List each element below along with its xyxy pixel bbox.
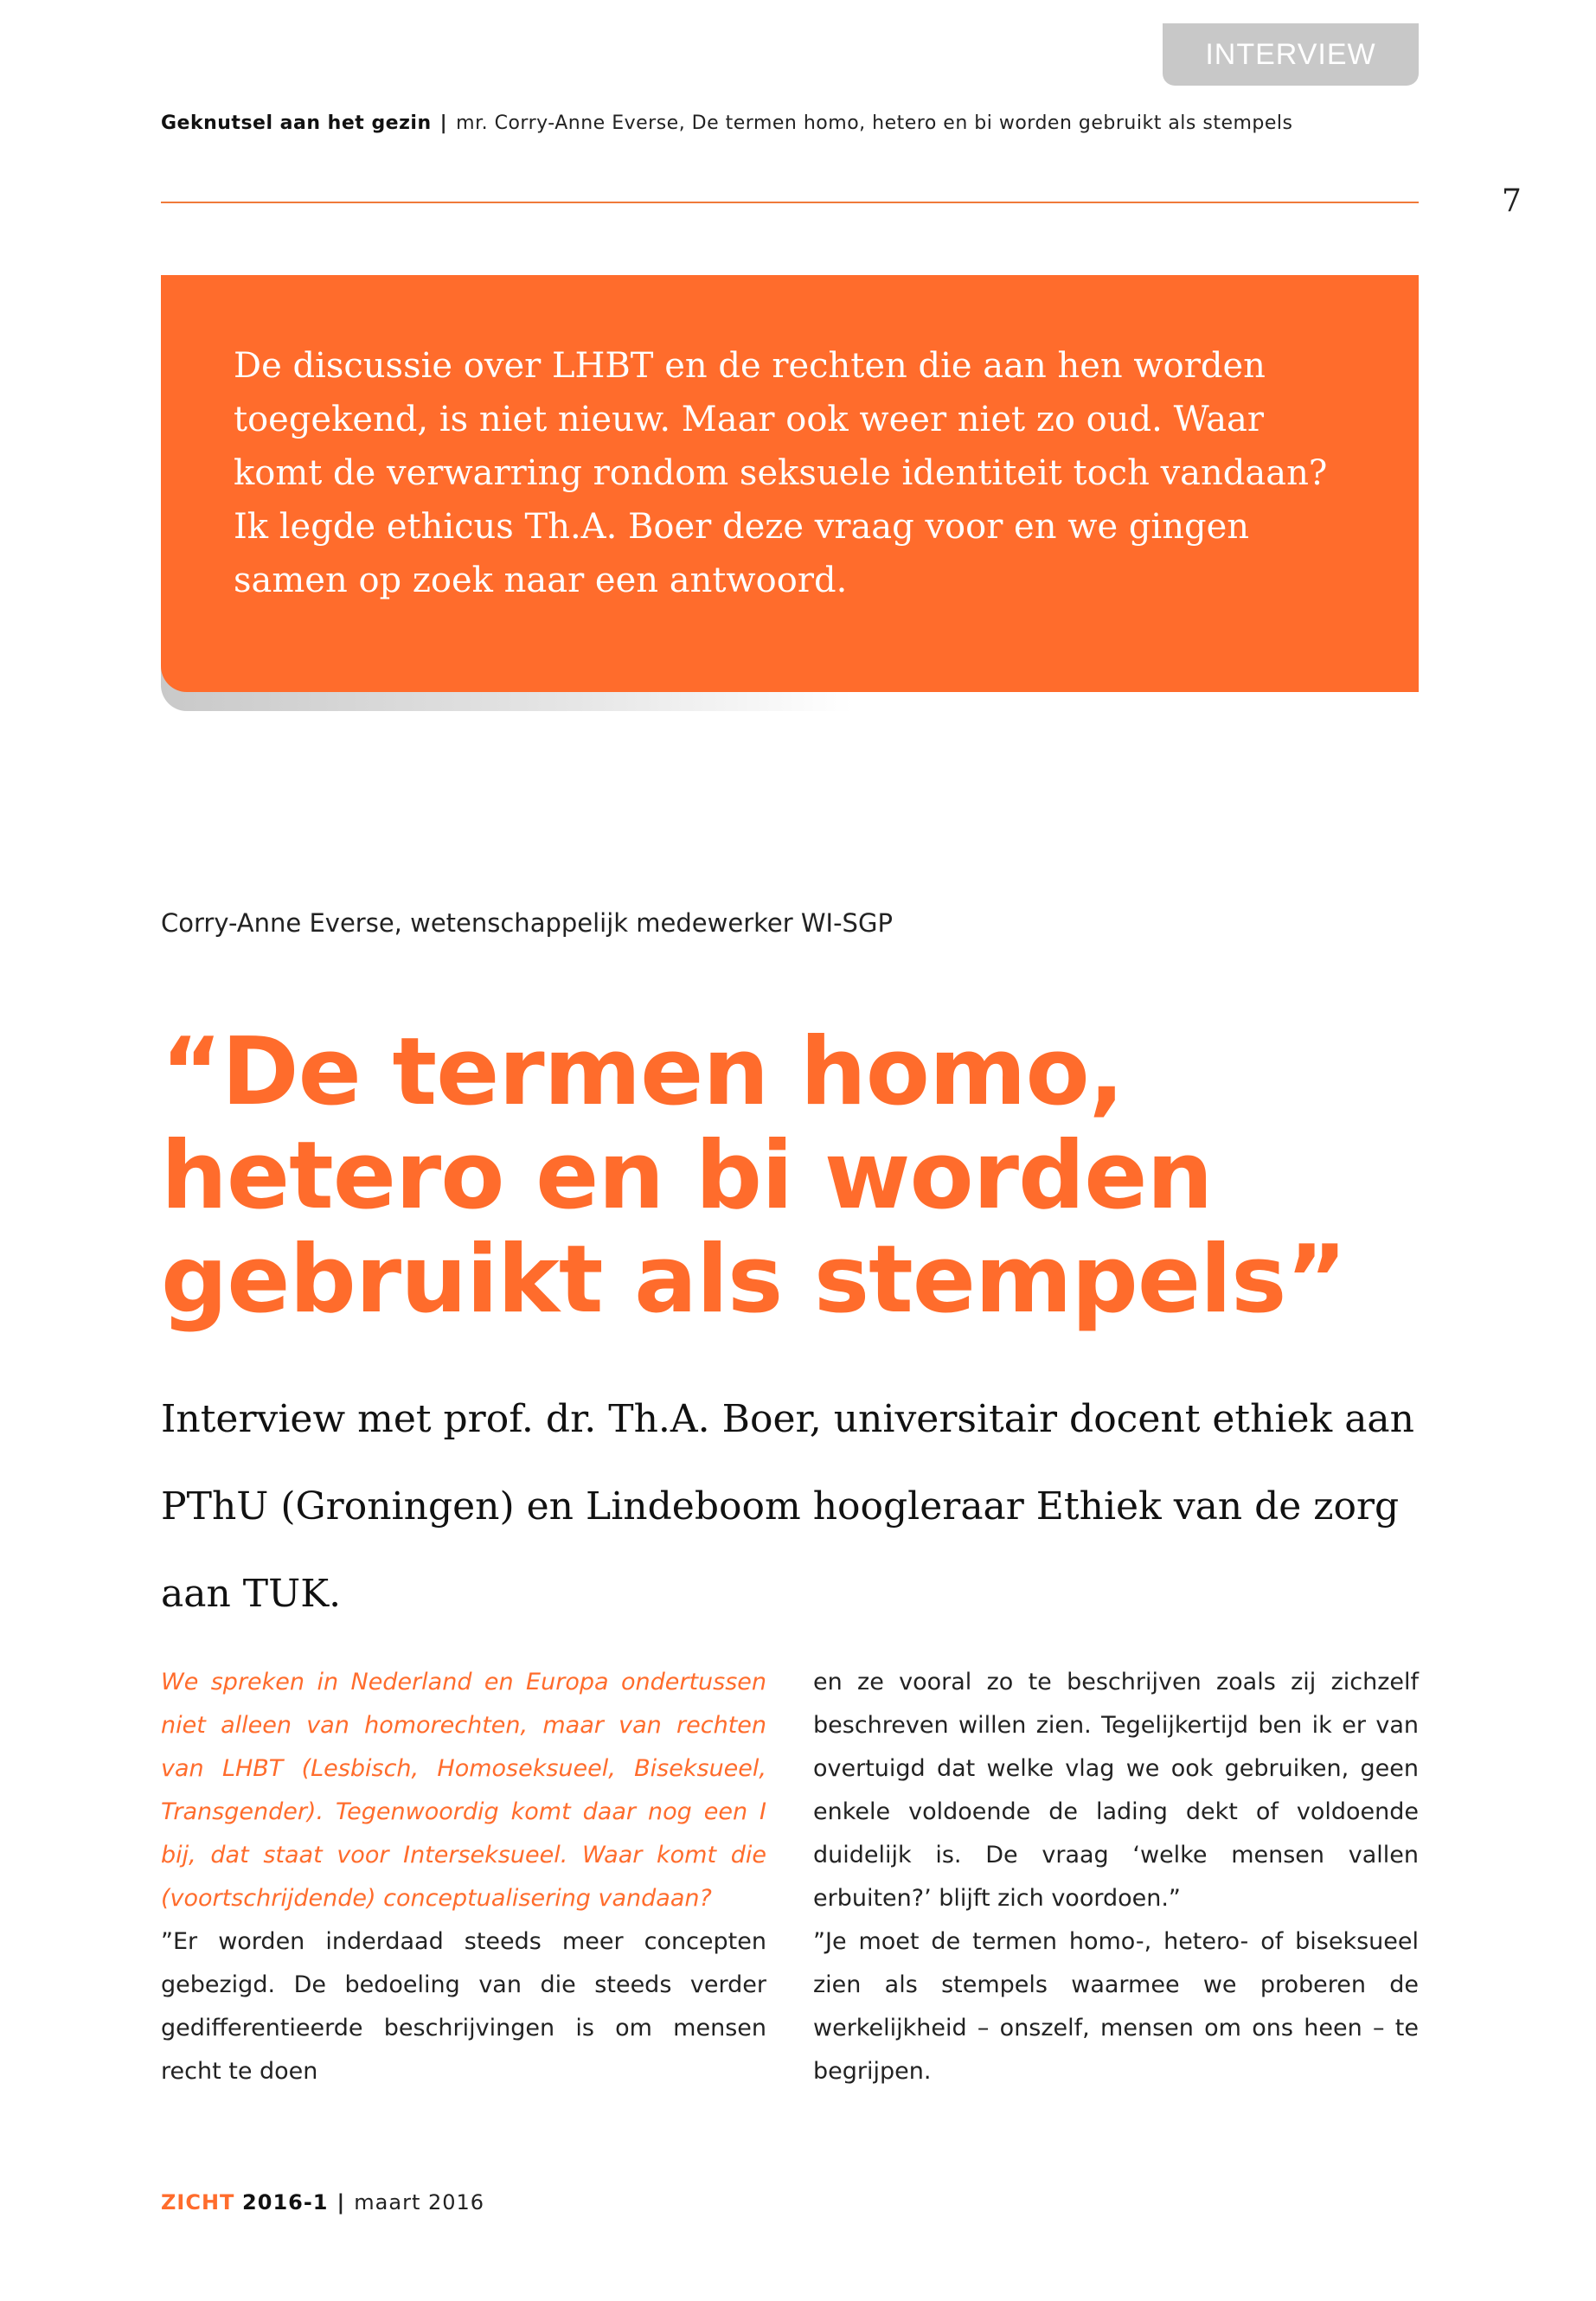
header-rule [161, 202, 1419, 203]
footer-issue: 2016-1 [242, 2190, 329, 2214]
article-subtitle: Interview met prof. dr. Th.A. Boer, univ… [161, 1397, 1414, 1616]
running-head-section: Geknutsel aan het gezin [161, 112, 432, 134]
footer-brand: ZICHT [161, 2190, 235, 2214]
intro-box: De discussie over LHBT en de rechten die… [161, 275, 1419, 692]
interview-answer: ”Je moet de termen homo-, hetero- of bis… [813, 1928, 1419, 2085]
article-title: “De termen homo, hetero en bi worden geb… [161, 1018, 1347, 1334]
running-head: Geknutsel aan het gezin | mr. Corry-Anne E… [161, 112, 1293, 134]
interview-answer-continued: en ze vooral zo te beschrijven zoals zij… [813, 1669, 1419, 1912]
byline: Corry-Anne Everse, wetenschappelijk mede… [161, 908, 893, 938]
running-head-article: mr. Corry-Anne Everse, De termen homo, h… [456, 112, 1293, 134]
section-tab: INTERVIEW [1163, 23, 1419, 86]
footer-date: maart 2016 [354, 2190, 485, 2214]
page-number: 7 [1502, 183, 1522, 219]
intro-text: De discussie over LHBT en de rechten die… [234, 346, 1328, 600]
interview-answer: ”Er worden inderdaad steeds meer concept… [161, 1928, 766, 2085]
body-column-right: en ze vooral zo te beschrijven zoals zij… [813, 1661, 1419, 2093]
body-column-left: We spreken in Nederland en Europa ondert… [161, 1661, 766, 2093]
page-footer: ZICHT 2016-1 | maart 2016 [161, 2190, 484, 2214]
running-head-separator: | [439, 112, 448, 134]
interview-question: We spreken in Nederland en Europa ondert… [161, 1669, 766, 1912]
footer-separator: | [337, 2190, 346, 2214]
